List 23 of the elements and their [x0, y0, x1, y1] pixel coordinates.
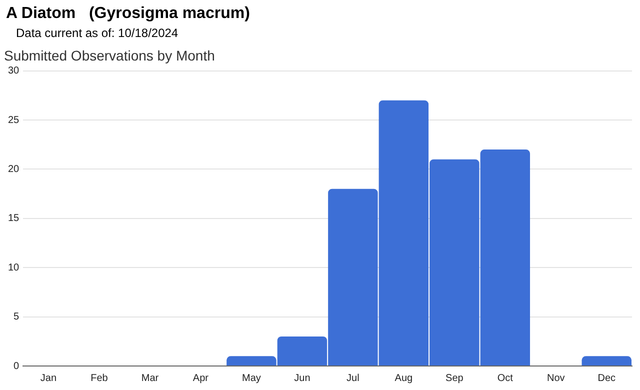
y-tick-label: 20	[8, 164, 20, 175]
y-tick-label: 0	[14, 360, 20, 372]
x-tick-label: Oct	[497, 372, 514, 384]
x-tick-label: Jul	[346, 372, 360, 384]
x-tick-label: Jun	[294, 372, 310, 384]
x-tick-label: Feb	[90, 372, 108, 384]
x-tick-label: Dec	[598, 372, 616, 384]
y-tick-label: 25	[8, 114, 20, 126]
x-tick-label: Jan	[40, 372, 57, 384]
y-tick-label: 15	[8, 213, 20, 224]
y-tick-label: 5	[14, 312, 20, 323]
x-tick-label: Mar	[141, 372, 160, 384]
x-tick-label: May	[242, 372, 261, 384]
y-tick-label: 30	[8, 66, 20, 77]
text: Data current as of: 10/18/2024	[16, 26, 178, 40]
chart-subtitle: Submitted Observations by Month	[4, 47, 215, 64]
x-tick-label: Apr	[192, 372, 210, 384]
x-tick-label: Aug	[394, 372, 413, 384]
bar	[582, 356, 632, 366]
x-tick-label: Sep	[446, 372, 464, 384]
y-tick-label: 10	[8, 262, 20, 274]
chart-title: A Diatom (Gyrosigma macrum)	[6, 5, 250, 23]
x-tick-label: Nov	[546, 372, 565, 384]
